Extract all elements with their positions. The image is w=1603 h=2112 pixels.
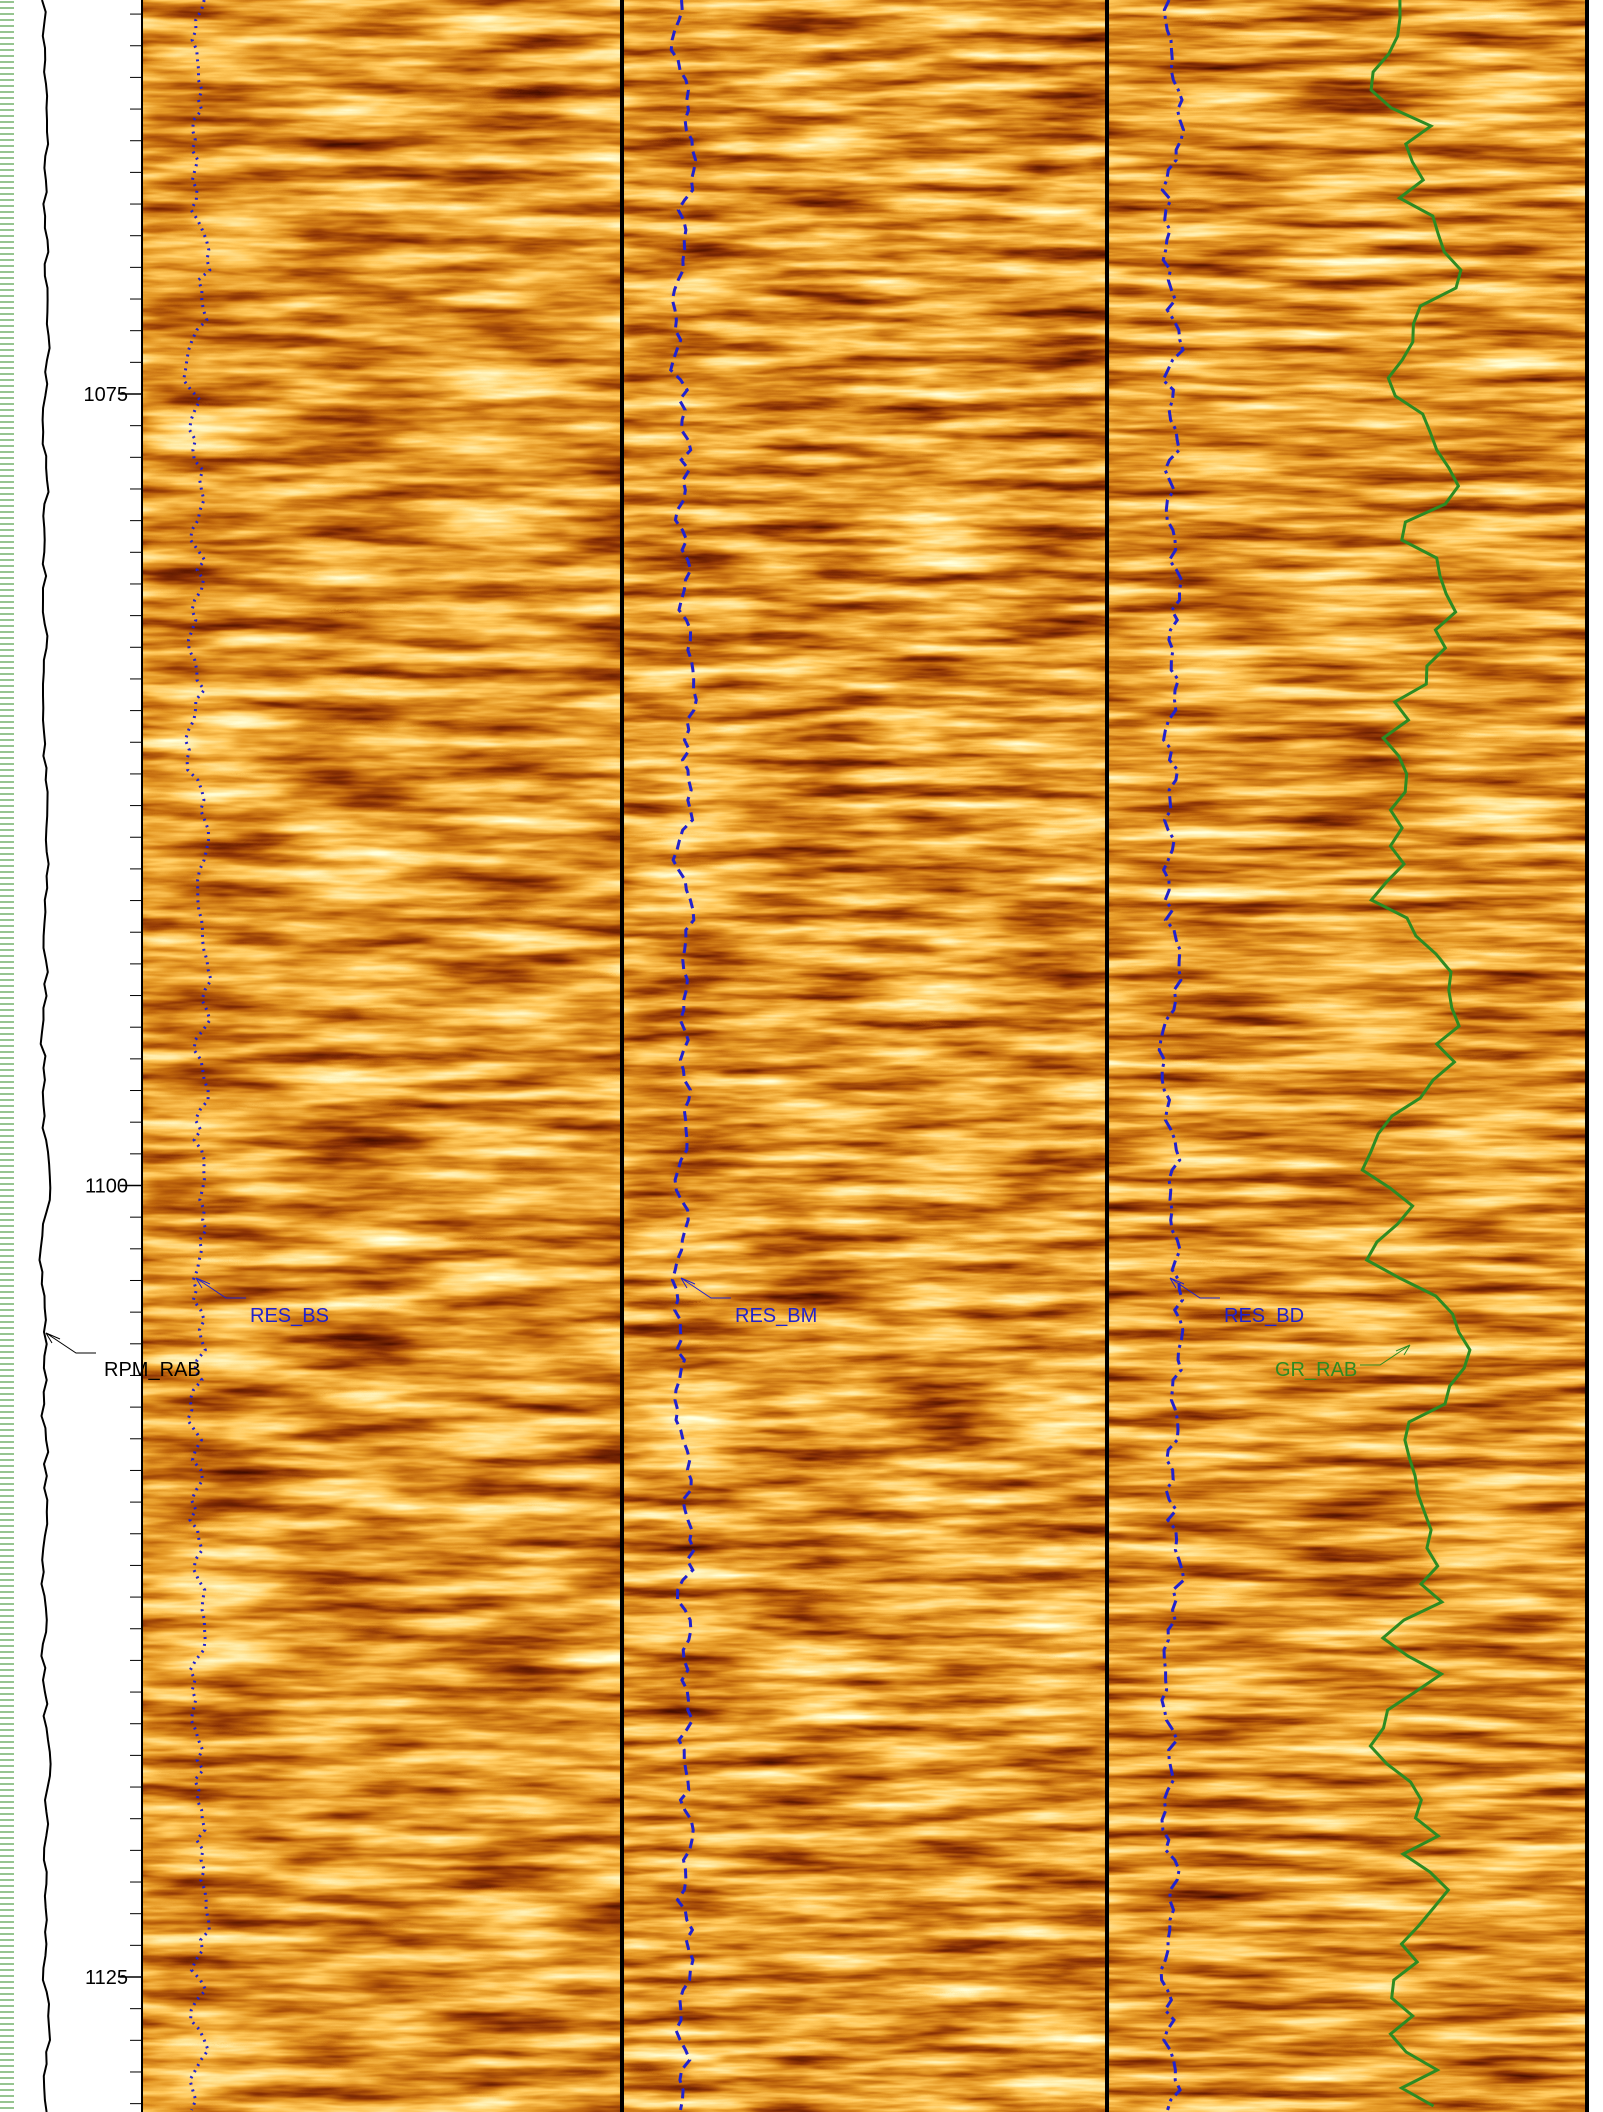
depth-label: 1125: [85, 1967, 128, 1989]
label-arrow: [45, 1332, 96, 1354]
res-bd-curve: [1157, 0, 1186, 2111]
green-tick-strip: [0, 0, 14, 2112]
curve-label: RES_BM: [735, 1305, 817, 1327]
curve-label: RPM_RAB: [104, 1359, 201, 1381]
label-arrow: [680, 1277, 731, 1299]
curve-label: RES_BS: [250, 1305, 329, 1327]
rpm-curve: [38, 0, 52, 2112]
depth-ticks: 1075 1100 1125: [84, 13, 142, 2105]
curve-label: GR_RAB: [1275, 1359, 1357, 1381]
curve-label: RES_BD: [1224, 1305, 1304, 1327]
label-arrow: [195, 1277, 246, 1299]
gr-curve: [1360, 0, 1472, 2108]
image-panel-bd: [1107, 0, 1587, 2112]
depth-label: 1100: [85, 1176, 128, 1198]
depth-label: 1075: [84, 384, 129, 406]
label-arrow: [1360, 1344, 1411, 1366]
res-bm-curve: [669, 0, 698, 2111]
image-panel-bm: [622, 0, 1107, 2112]
label-arrow: [1169, 1277, 1220, 1299]
curves: [38, 0, 1472, 2112]
image-panel-bs: [142, 0, 622, 2112]
